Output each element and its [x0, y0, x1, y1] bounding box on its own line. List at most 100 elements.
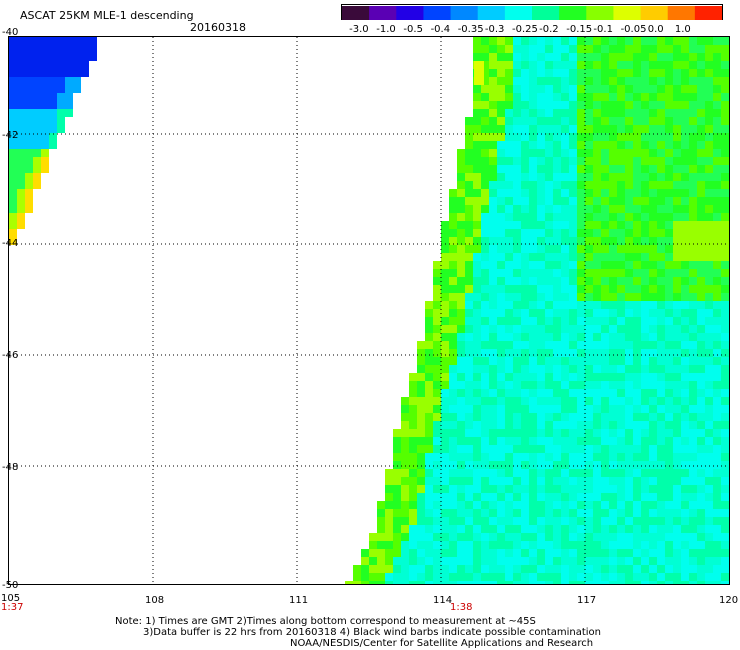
swath-cell	[473, 445, 481, 453]
swath-cell	[721, 317, 729, 325]
swath-cell	[497, 381, 505, 389]
swath-cell	[393, 525, 401, 533]
swath-cell	[41, 101, 49, 109]
swath-cell	[617, 61, 625, 69]
swath-cell	[641, 381, 649, 389]
swath-cell	[697, 541, 705, 549]
swath-cell	[705, 53, 713, 61]
swath-cell	[553, 165, 561, 173]
swath-cell	[537, 277, 545, 285]
swath-cell	[713, 333, 721, 341]
swath-cell	[697, 349, 705, 357]
swath-cell	[601, 293, 609, 301]
swath-cell	[409, 485, 417, 493]
swath-cell	[465, 253, 473, 261]
swath-cell	[433, 277, 441, 285]
swath-cell	[481, 565, 489, 573]
swath-cell	[625, 157, 633, 165]
swath-cell	[665, 221, 673, 229]
swath-cell	[425, 565, 433, 573]
swath-cell	[617, 565, 625, 573]
swath-cell	[489, 53, 497, 61]
swath-cell	[401, 469, 409, 477]
swath-cell	[633, 317, 641, 325]
swath-cell	[665, 149, 673, 157]
swath-cell	[377, 573, 385, 581]
swath-cell	[393, 565, 401, 573]
swath-cell	[553, 509, 561, 517]
swath-cell	[417, 525, 425, 533]
swath-cell	[593, 285, 601, 293]
swath-cell	[33, 53, 41, 61]
swath-cell	[569, 69, 577, 77]
swath-cell	[553, 485, 561, 493]
swath-cell	[705, 149, 713, 157]
swath-cell	[401, 581, 409, 589]
swath-cell	[665, 485, 673, 493]
swath-cell	[593, 229, 601, 237]
swath-cell	[457, 229, 465, 237]
swath-cell	[505, 357, 513, 365]
swath-cell	[673, 165, 681, 173]
swath-cell	[57, 101, 65, 109]
swath-cell	[473, 253, 481, 261]
swath-cell	[681, 341, 689, 349]
swath-cell	[481, 269, 489, 277]
swath-cell	[409, 477, 417, 485]
swath-cell	[537, 477, 545, 485]
swath-cell	[561, 469, 569, 477]
swath-cell	[513, 421, 521, 429]
swath-cell	[529, 565, 537, 573]
swath-cell	[553, 349, 561, 357]
swath-cell	[697, 205, 705, 213]
swath-cell	[497, 69, 505, 77]
swath-cell	[705, 557, 713, 565]
swath-cell	[617, 85, 625, 93]
swath-cell	[641, 493, 649, 501]
swath-cell	[529, 293, 537, 301]
swath-cell	[577, 461, 585, 469]
swath-cell	[681, 565, 689, 573]
swath-cell	[417, 493, 425, 501]
swath-cell	[553, 293, 561, 301]
swath-cell	[577, 413, 585, 421]
swath-cell	[513, 541, 521, 549]
swath-cell	[513, 101, 521, 109]
swath-cell	[537, 333, 545, 341]
swath-cell	[569, 285, 577, 293]
swath-cell	[505, 221, 513, 229]
swath-cell	[569, 517, 577, 525]
swath-cell	[377, 525, 385, 533]
swath-cell	[489, 317, 497, 325]
swath-cell	[689, 429, 697, 437]
swath-cell	[681, 517, 689, 525]
swath-cell	[641, 213, 649, 221]
swath-cell	[609, 453, 617, 461]
swath-cell	[713, 469, 721, 477]
swath-cell	[657, 149, 665, 157]
swath-cell	[521, 533, 529, 541]
swath-cell	[521, 349, 529, 357]
swath-cell	[465, 397, 473, 405]
swath-cell	[649, 405, 657, 413]
swath-cell	[705, 221, 713, 229]
swath-cell	[513, 469, 521, 477]
colorbar-swatch	[613, 6, 642, 20]
swath-cell	[553, 389, 561, 397]
swath-cell	[465, 413, 473, 421]
swath-cell	[561, 365, 569, 373]
swath-cell	[393, 581, 401, 589]
swath-cell	[457, 477, 465, 485]
swath-cell	[65, 69, 73, 77]
swath-cell	[497, 405, 505, 413]
swath-cell	[433, 261, 441, 269]
swath-cell	[577, 325, 585, 333]
swath-cell	[553, 541, 561, 549]
swath-cell	[577, 501, 585, 509]
swath-cell	[553, 373, 561, 381]
swath-cell	[649, 173, 657, 181]
swath-cell	[681, 581, 689, 589]
swath-cell	[49, 61, 57, 69]
swath-cell	[641, 581, 649, 589]
swath-cell	[617, 517, 625, 525]
